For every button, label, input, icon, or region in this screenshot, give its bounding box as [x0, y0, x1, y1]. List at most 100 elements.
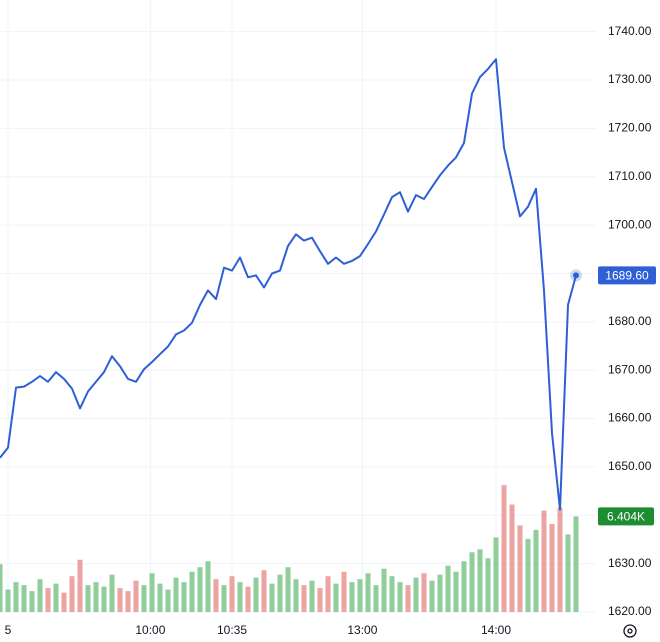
settings-icon[interactable]: [623, 624, 637, 638]
volume-tag: [598, 507, 654, 526]
volume-bar: [37, 579, 43, 612]
volume-bar: [205, 561, 211, 612]
y-tick-label: 1630.00: [608, 556, 652, 570]
volume-bar: [125, 591, 131, 612]
volume-bar: [165, 589, 171, 612]
volume-bar: [365, 573, 371, 612]
volume-bar: [13, 582, 19, 612]
volume-bar: [341, 571, 347, 612]
volume-bar: [173, 577, 179, 612]
volume-bar: [397, 582, 403, 612]
volume-bar: [157, 583, 163, 612]
volume-bar: [237, 582, 243, 612]
volume-bar: [485, 558, 491, 612]
price-tag: [598, 266, 656, 285]
volume-bar: [269, 583, 275, 612]
y-tick-label: 1670.00: [608, 362, 652, 376]
volume-bar: [45, 588, 51, 612]
volume-bar: [533, 529, 539, 612]
volume-bar: [549, 523, 555, 612]
volume-bar: [69, 576, 75, 612]
volume-bar: [501, 485, 507, 612]
volume-bar: [5, 589, 11, 612]
volume-bar: [325, 576, 331, 612]
volume-bar: [149, 573, 155, 612]
volume-bar: [333, 583, 339, 612]
grid: [0, 0, 596, 613]
volume-bar: [437, 574, 443, 612]
volume-bar: [509, 504, 515, 612]
x-tick-label: 13:00: [347, 623, 377, 637]
volume-bars: [0, 485, 579, 612]
last-point: [573, 272, 579, 279]
y-tick-label: 1620.00: [608, 604, 652, 618]
volume-bar: [429, 580, 435, 612]
volume-bar: [85, 585, 91, 612]
volume-bar: [517, 525, 523, 612]
y-tick-label: 1700.00: [608, 217, 652, 231]
volume-bar: [61, 592, 67, 612]
x-tick-label: 14:00: [481, 623, 511, 637]
y-tick-label: 1740.00: [608, 24, 652, 38]
volume-bar: [541, 510, 547, 612]
volume-bar: [445, 565, 451, 612]
x-tick-label: 5: [5, 623, 12, 637]
price-tag-label: 1689.60: [605, 269, 649, 283]
y-tick-label: 1730.00: [608, 72, 652, 86]
volume-bar: [301, 585, 307, 612]
volume-bar: [477, 549, 483, 612]
volume-bar: [389, 576, 395, 612]
volume-bar: [221, 585, 227, 612]
volume-bar: [197, 567, 203, 612]
volume-bar: [381, 568, 387, 612]
volume-bar: [413, 577, 419, 612]
volume-bar: [21, 585, 27, 612]
settings-gear[interactable]: [623, 624, 637, 638]
volume-bar: [293, 579, 299, 612]
volume-bar: [245, 586, 251, 612]
y-tick-label: 1710.00: [608, 169, 652, 183]
volume-bar: [525, 538, 531, 612]
volume-bar: [53, 583, 59, 612]
volume-bar: [493, 537, 499, 612]
volume-bar: [565, 534, 571, 612]
volume-bar: [189, 571, 195, 612]
volume-bar: [405, 585, 411, 612]
volume-bar: [285, 567, 291, 612]
volume-bar: [253, 577, 259, 612]
volume-bar: [373, 585, 379, 612]
price-line: [0, 58, 577, 511]
volume-bar: [309, 580, 315, 612]
volume-bar: [29, 591, 35, 612]
y-tick-label: 1680.00: [608, 314, 652, 328]
volume-bar: [573, 516, 579, 612]
volume-bar: [101, 586, 107, 612]
volume-bar: [229, 576, 235, 612]
volume-bar: [109, 574, 115, 612]
volume-bar: [557, 507, 563, 612]
settings-hub[interactable]: [627, 628, 633, 634]
volume-bar: [421, 573, 427, 612]
x-tick-label: 10:00: [135, 623, 165, 637]
volume-bar: [0, 564, 3, 612]
volume-bar: [261, 570, 267, 612]
volume-bar: [461, 561, 467, 612]
volume-bar: [213, 579, 219, 612]
price-pane: 1620.001630.001640.001650.001660.001670.…: [0, 24, 656, 637]
volume-bar: [93, 582, 99, 612]
volume-bar: [141, 585, 147, 612]
volume-bar: [277, 574, 283, 612]
volume-bar: [357, 579, 363, 612]
y-tick-label: 1660.00: [608, 411, 652, 425]
volume-bar: [469, 552, 475, 612]
volume-bar: [77, 559, 83, 612]
volume-tag-label: 6.404K: [607, 510, 645, 524]
x-tick-label: 10:35: [217, 623, 247, 637]
volume-bar: [453, 571, 459, 612]
y-tick-label: 1650.00: [608, 459, 652, 473]
volume-bar: [317, 588, 323, 612]
y-tick-label: 1720.00: [608, 121, 652, 135]
volume-bar: [181, 582, 187, 612]
volume-bar: [133, 580, 139, 612]
